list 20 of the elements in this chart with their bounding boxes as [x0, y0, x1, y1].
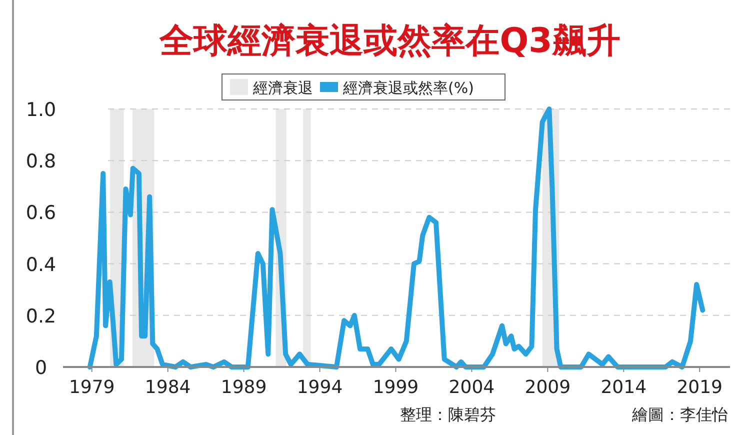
legend-label: 經濟衰退或然率(%)	[342, 79, 474, 97]
x-tick-label: 2014	[600, 377, 647, 398]
x-tick-label: 1989	[220, 377, 267, 398]
x-tick-label: 2009	[524, 377, 571, 398]
y-tick-label: 0.6	[26, 202, 56, 224]
x-tick-label: 1984	[144, 377, 191, 398]
y-tick-label: 0	[34, 357, 48, 379]
legend-label: 經濟衰退	[252, 79, 313, 97]
x-tick-label: 2004	[448, 377, 495, 398]
x-tick-label: 1994	[296, 377, 343, 398]
x-tick-label: 2019	[676, 377, 723, 398]
text: 整理：陳碧芬	[400, 405, 496, 424]
y-tick-label: 1.0	[26, 99, 56, 121]
chart-title: 全球經濟衰退或然率在Q3飆升	[158, 21, 620, 61]
y-tick-label: 0.2	[26, 305, 56, 328]
x-tick-label: 1979	[68, 377, 115, 398]
y-tick-label: 0.4	[26, 254, 56, 276]
y-tick-label: 0.8	[26, 150, 56, 173]
x-tick-label: 1999	[372, 377, 419, 398]
text: 繪圖：李佳怡	[631, 405, 728, 424]
